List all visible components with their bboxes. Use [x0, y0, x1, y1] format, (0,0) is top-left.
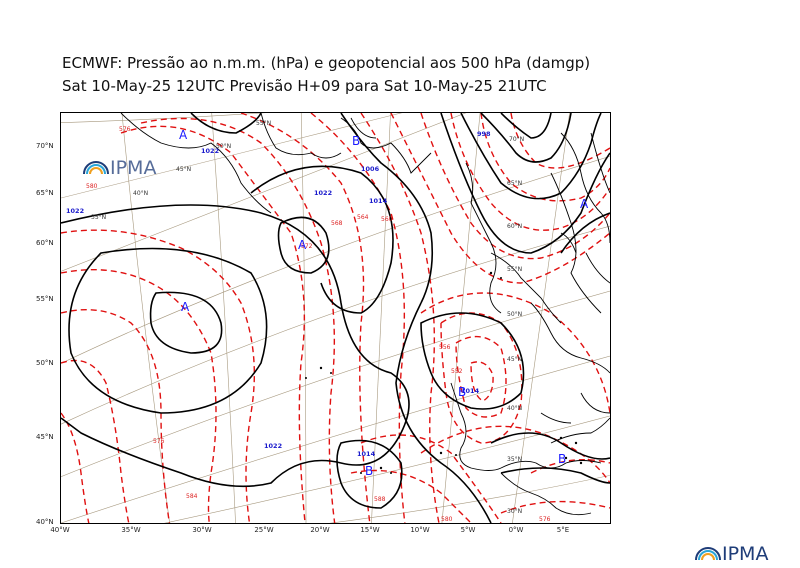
geopotential-label: 576: [119, 126, 131, 133]
geopotential-labels: 580 576 572 568 564 560 556 552 576 584 …: [86, 126, 551, 523]
grid-label: 50°N: [216, 143, 231, 150]
lat-label: 55°N: [36, 295, 54, 303]
high-pressure-center: A: [181, 300, 190, 314]
isobar-label: 1014: [461, 387, 480, 395]
weather-map: 55°N 50°N 45°N 40°N 35°N 70°N 65°N 60°N …: [61, 113, 610, 523]
isobar-label: 1022: [314, 189, 332, 197]
pressure-centers: A A A A B B B B: [179, 128, 589, 478]
isobar-label: 1014: [369, 197, 388, 205]
chart-title-line2: Sat 10-May-25 12UTC Previsão H+09 para S…: [62, 77, 547, 95]
graticule: [61, 113, 610, 523]
lon-label: 5°E: [556, 526, 570, 534]
lon-label: 15°W: [360, 526, 380, 534]
grid-label: 35°N: [91, 214, 106, 221]
geopotential-label: 576: [539, 516, 551, 523]
geopotential-label: 576: [153, 438, 165, 445]
lon-label: 0°W: [508, 526, 524, 534]
geopotential-label: 588: [374, 496, 386, 503]
grid-label: 45°N: [507, 356, 522, 363]
ipma-logo-inset: IPMA: [82, 150, 182, 182]
isobar-label: 1022: [264, 442, 282, 450]
geopotential-label: 584: [186, 493, 198, 500]
grid-label: 40°N: [133, 190, 148, 197]
isobar-labels: 1022 1022 1022 1014 1006 1014 998 1014 1…: [66, 130, 491, 458]
coastlines: [120, 113, 610, 516]
low-pressure-center: B: [558, 452, 566, 466]
grid-label: 55°N: [507, 266, 522, 273]
lat-label: 70°N: [36, 142, 54, 150]
lat-label: 65°N: [36, 189, 54, 197]
ipma-rainbow-icon: IPMA: [695, 543, 768, 565]
high-pressure-center: A: [179, 128, 188, 142]
logo-text: IPMA: [722, 543, 768, 564]
lat-label: 50°N: [36, 359, 54, 367]
geopotential-label: 560: [381, 216, 393, 223]
isobar-label: 1006: [361, 165, 380, 173]
grid-label: 40°N: [507, 405, 522, 412]
geopotential-label: 580: [441, 516, 453, 523]
geopotential-label: 552: [451, 368, 463, 375]
lon-label: 40°W: [50, 526, 70, 534]
high-pressure-center: A: [298, 238, 307, 252]
geopotential-label: 580: [86, 183, 98, 190]
lat-label: 40°N: [36, 518, 54, 526]
lon-label: 25°W: [254, 526, 274, 534]
geopotential-label: 556: [439, 344, 451, 351]
geopotential-label: 564: [357, 214, 369, 221]
lon-label: 5°W: [460, 526, 476, 534]
lon-label: 30°W: [192, 526, 212, 534]
lon-label: 35°W: [121, 526, 141, 534]
isobar-label: 998: [477, 130, 491, 138]
lat-label: 60°N: [36, 239, 54, 247]
grid-label: 50°N: [507, 311, 522, 318]
chart-title-line1: ECMWF: Pressão ao n.m.m. (hPa) e geopote…: [62, 54, 591, 72]
grid-label: 65°N: [507, 180, 522, 187]
map-frame: 55°N 50°N 45°N 40°N 35°N 70°N 65°N 60°N …: [60, 112, 611, 524]
isobar-label: 1014: [357, 450, 376, 458]
grid-label: 45°N: [176, 166, 191, 173]
grid-label: 30°N: [507, 508, 522, 515]
lon-label: 10°W: [410, 526, 430, 534]
high-pressure-center: A: [580, 197, 589, 211]
grid-label: 35°N: [507, 456, 522, 463]
geopotential-label: 572: [301, 243, 313, 250]
lat-label: 45°N: [36, 433, 54, 441]
ipma-logo: IPMA: [694, 538, 794, 568]
grid-label: 55°N: [256, 120, 271, 127]
grid-label: 60°N: [507, 223, 522, 230]
isobar-label: 1022: [201, 147, 219, 155]
low-pressure-center: B: [458, 385, 466, 399]
isobar-contours: [61, 113, 610, 523]
geopotential-contours: [61, 113, 610, 523]
low-pressure-center: B: [365, 464, 373, 478]
grid-label: 70°N: [509, 136, 524, 143]
geopotential-label: 568: [331, 220, 343, 227]
islands: [305, 271, 583, 474]
graticule-labels: 55°N 50°N 45°N 40°N 35°N 70°N 65°N 60°N …: [91, 120, 524, 515]
isobar-label: 1022: [66, 207, 84, 215]
logo-text: IPMA: [110, 157, 156, 178]
low-pressure-center: B: [352, 134, 360, 148]
lon-label: 20°W: [310, 526, 330, 534]
ipma-rainbow-icon: IPMA: [83, 157, 156, 179]
